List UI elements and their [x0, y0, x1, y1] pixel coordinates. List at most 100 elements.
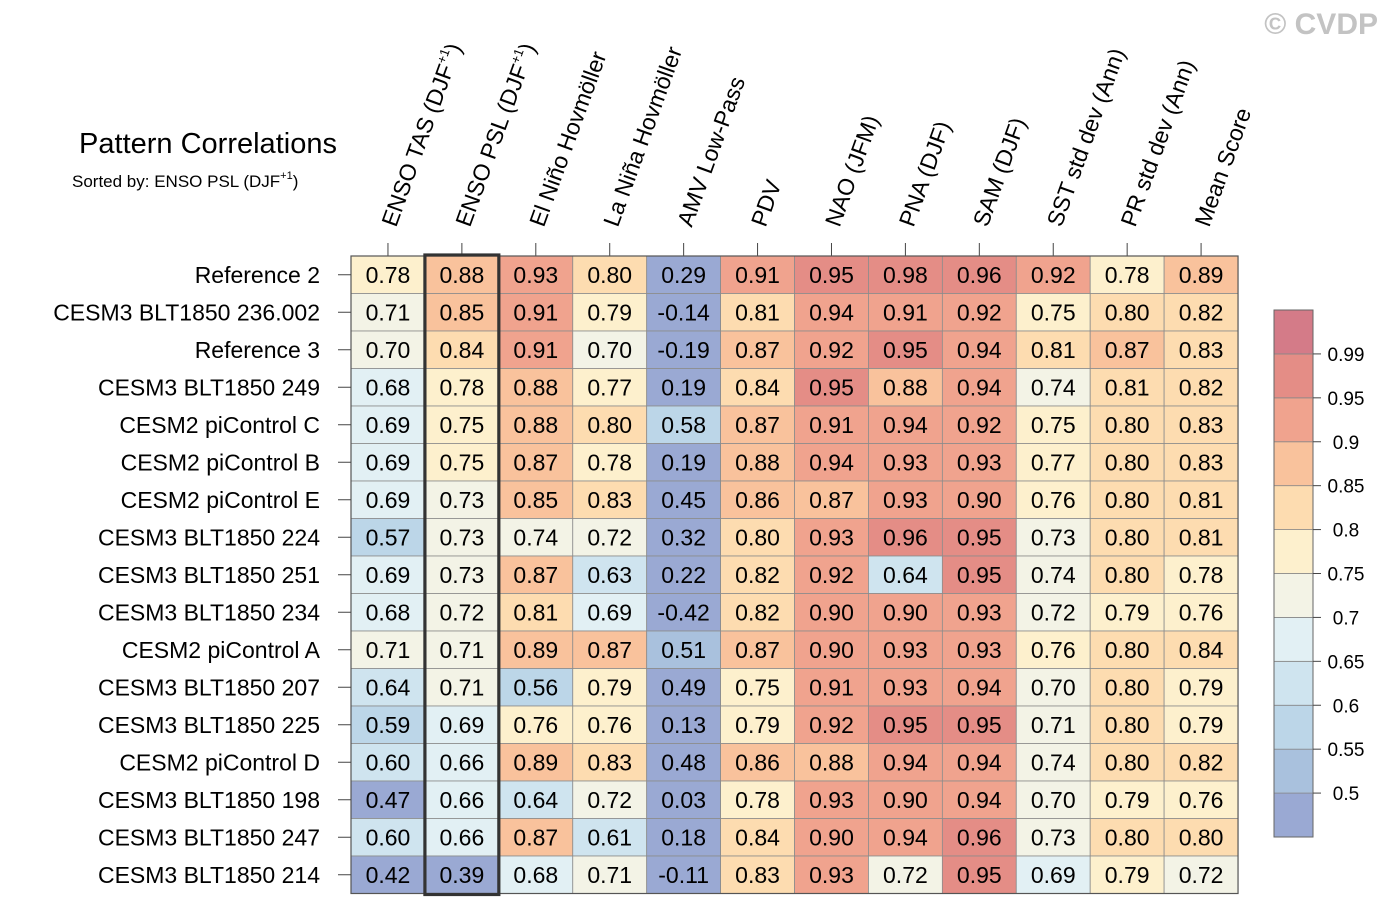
cell-value-label: 0.87 — [1105, 337, 1150, 363]
cell-value-label: 0.59 — [366, 712, 411, 738]
cell-value-label: 0.66 — [439, 749, 484, 775]
heatmap-cell — [720, 780, 795, 819]
cell-value-label: 0.78 — [1105, 262, 1150, 288]
cell-value-label: 0.80 — [1105, 487, 1150, 513]
heatmap-cell — [1163, 668, 1239, 707]
cell-value-label: 0.88 — [439, 262, 484, 288]
cell-value-label: 0.80 — [1105, 562, 1150, 588]
heatmap-cell — [646, 818, 721, 857]
cell-value-label: 0.75 — [735, 674, 780, 700]
cell-value-label: 0.92 — [1031, 262, 1076, 288]
cell-value-label: 0.68 — [513, 862, 558, 888]
row-label: Reference 2 — [195, 262, 320, 288]
cell-value-label: 0.88 — [809, 749, 854, 775]
column-label: PNA (DJF) — [894, 118, 956, 230]
cell-value-label: 0.93 — [809, 787, 854, 813]
heatmap-cell — [720, 668, 795, 707]
heatmap-cell — [1015, 293, 1091, 332]
sorted-column-highlight — [423, 253, 501, 897]
heatmap-cell — [498, 330, 574, 369]
heatmap-cell — [1015, 480, 1091, 519]
cell-value-label: 0.93 — [883, 449, 928, 475]
cell-value-label: 0.71 — [1031, 712, 1076, 738]
heatmap-cell — [350, 368, 426, 407]
cell-value-label: 0.69 — [366, 449, 411, 475]
cell-value-label: 0.91 — [735, 262, 780, 288]
heatmap-cell — [572, 443, 648, 482]
heatmap-cell — [1089, 668, 1165, 707]
cell-value-label: 0.80 — [587, 262, 632, 288]
heatmap-cell — [646, 480, 721, 519]
heatmap-cell — [350, 255, 426, 294]
cell-value-label: 0.93 — [809, 862, 854, 888]
heatmap-cell — [646, 368, 721, 407]
cell-value-label: 0.70 — [1031, 787, 1076, 813]
cell-value-label: 0.70 — [1031, 674, 1076, 700]
cell-value-label: 0.82 — [1179, 374, 1224, 400]
heatmap-cell — [1015, 705, 1091, 744]
heatmap-cell — [868, 443, 943, 482]
heatmap-cell — [941, 518, 1017, 557]
cell-value-label: 0.94 — [809, 449, 854, 475]
heatmap-cell — [794, 255, 869, 294]
cell-value-label: 0.90 — [883, 787, 928, 813]
cell-value-label: 0.95 — [809, 374, 854, 400]
cell-value-label: 0.80 — [1105, 749, 1150, 775]
cell-value-label: 0.69 — [366, 487, 411, 513]
cell-value-label: 0.98 — [883, 262, 928, 288]
column-label: PR std dev (Ann) — [1115, 56, 1199, 229]
heatmap-cell — [794, 555, 869, 594]
heatmap-cell — [1015, 368, 1091, 407]
cell-value-label: 0.90 — [809, 637, 854, 663]
cell-value-label: 0.72 — [439, 599, 484, 625]
heatmap-cell — [424, 593, 500, 632]
cell-value-label: 0.19 — [661, 449, 706, 475]
cell-value-label: 0.47 — [366, 787, 411, 813]
heatmap-cell — [720, 368, 795, 407]
colorbar-tick-label: 0.6 — [1333, 696, 1359, 717]
cell-value-label: 0.89 — [1179, 262, 1224, 288]
cell-value-label: 0.60 — [366, 824, 411, 850]
colorbar-segment — [1273, 792, 1314, 838]
row-label: CESM3 BLT1850 249 — [98, 374, 320, 400]
cell-value-label: 0.80 — [1105, 637, 1150, 663]
cell-value-label: 0.13 — [661, 712, 706, 738]
colorbar-segment — [1273, 529, 1314, 574]
cell-value-label: 0.93 — [513, 262, 558, 288]
cell-value-label: 0.79 — [587, 674, 632, 700]
cell-value-label: 0.96 — [957, 824, 1002, 850]
cell-value-label: 0.87 — [513, 824, 558, 850]
heatmap-cell — [1015, 443, 1091, 482]
heatmap-cell — [868, 480, 943, 519]
cell-value-label: 0.83 — [1179, 449, 1224, 475]
cell-value-label: 0.83 — [735, 862, 780, 888]
cell-value-label: 0.79 — [1105, 862, 1150, 888]
cell-value-label: 0.63 — [587, 562, 632, 588]
cell-value-label: 0.80 — [1105, 299, 1150, 325]
heatmap-cell — [498, 855, 574, 894]
heatmap-cell — [1089, 855, 1165, 894]
row-label: CESM3 BLT1850 198 — [98, 787, 320, 813]
heatmap-cell — [350, 630, 426, 669]
heatmap-cell — [868, 780, 943, 819]
cell-value-label: 0.82 — [1179, 749, 1224, 775]
heatmap-cell — [720, 293, 795, 332]
cell-value-label: 0.29 — [661, 262, 706, 288]
heatmap-cell — [1015, 818, 1091, 857]
cell-value-label: 0.72 — [1031, 599, 1076, 625]
heatmap-cell — [794, 743, 869, 782]
cell-value-label: 0.96 — [883, 524, 928, 550]
column-label: La Niña Hovmöller — [598, 43, 687, 230]
cell-value-label: 0.83 — [1179, 337, 1224, 363]
cell-value-label: 0.95 — [809, 262, 854, 288]
cell-value-label: 0.69 — [439, 712, 484, 738]
cell-value-label: 0.51 — [661, 637, 706, 663]
cell-value-label: 0.89 — [513, 749, 558, 775]
column-label: ENSO TAS (DJF+1) — [375, 39, 466, 229]
colorbar-tick-label: 0.9 — [1333, 433, 1359, 454]
cell-value-label: 0.19 — [661, 374, 706, 400]
chart-subtitle-end: ) — [293, 172, 299, 191]
row-labels: Reference 2 CESM3 BLT1850 236.002 Referenc… — [53, 262, 351, 888]
heatmap-cell — [1163, 518, 1239, 557]
row-label: CESM3 BLT1850 224 — [98, 524, 320, 550]
